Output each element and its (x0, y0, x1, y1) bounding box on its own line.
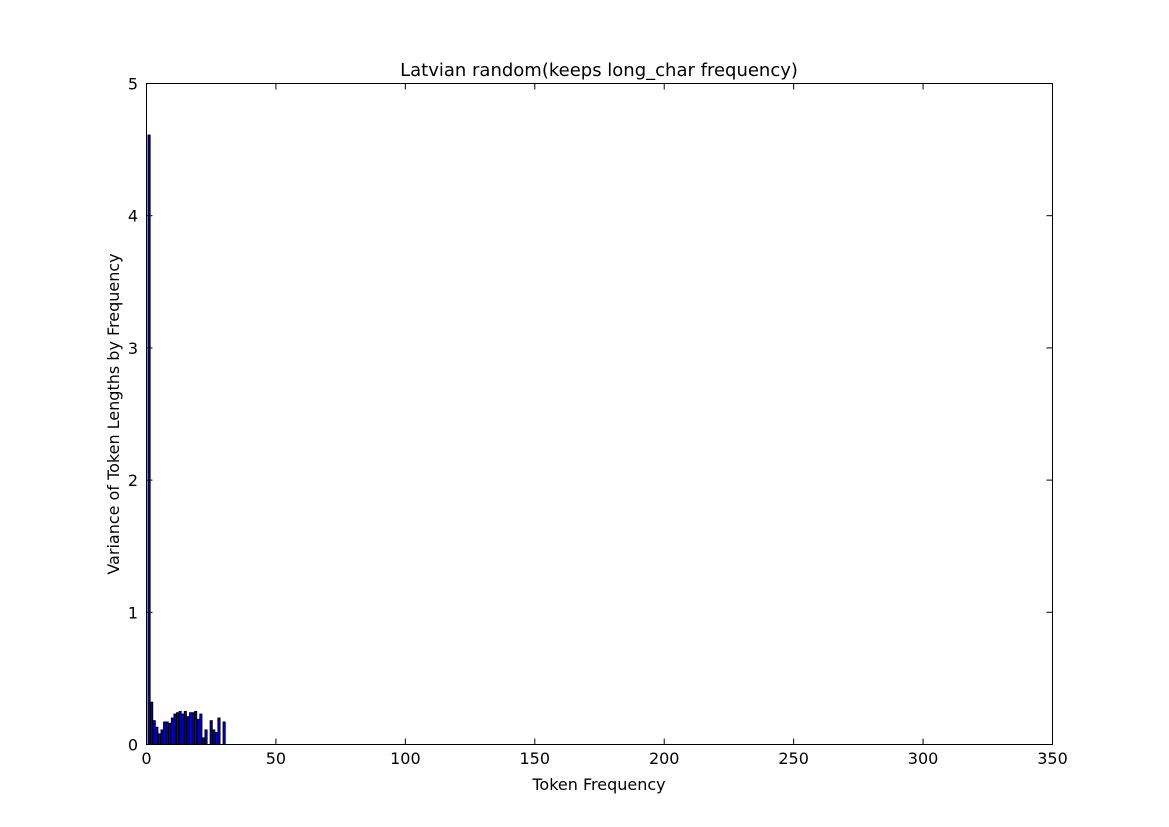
bar (196, 718, 200, 746)
bar (214, 732, 218, 745)
bar (178, 710, 182, 746)
bar (150, 701, 154, 745)
bar (165, 721, 169, 746)
bar (181, 713, 185, 745)
ticks-layer: 0 50 100 150 200 250 300 350 0 1 2 3 4 5 (128, 75, 1068, 769)
bar (168, 722, 172, 746)
bar (176, 712, 180, 745)
bar (191, 712, 195, 745)
bars-layer (147, 134, 226, 746)
x-tick-label: 300 (908, 749, 939, 768)
chart-title: Latvian random(keeps long_char frequency… (400, 60, 798, 81)
y-tick-label: 3 (128, 339, 138, 358)
y-tick-label: 0 (128, 736, 138, 755)
bar (204, 729, 208, 746)
x-tick-label: 250 (778, 749, 809, 768)
bar (183, 710, 187, 746)
x-tick-label: 150 (520, 749, 551, 768)
bar (163, 721, 167, 746)
x-axis-label: Token Frequency (531, 775, 665, 794)
y-axis-label: Variance of Token Lengths by Frequency (104, 253, 123, 574)
y-tick-label: 4 (128, 207, 138, 226)
x-tick-label: 200 (649, 749, 680, 768)
bar (188, 712, 193, 745)
bar (160, 729, 164, 746)
bar (147, 134, 151, 746)
y-tick-label: 5 (128, 75, 138, 94)
bar (212, 729, 216, 746)
bar (170, 717, 174, 745)
y-tick-label: 2 (128, 471, 138, 490)
bar (173, 713, 177, 745)
bar (152, 720, 156, 745)
bar (155, 726, 159, 746)
x-tick-label: 350 (1037, 749, 1068, 768)
bar (209, 720, 213, 745)
bar (201, 737, 205, 746)
bar (199, 713, 203, 745)
bar (186, 716, 190, 745)
plot-area-frame (146, 83, 1053, 745)
bar (222, 721, 226, 746)
x-tick-label: 50 (266, 749, 286, 768)
y-tick-label: 1 (128, 603, 138, 622)
x-tick-label: 100 (390, 749, 421, 768)
bar (217, 717, 221, 745)
x-tick-label: 0 (141, 749, 151, 768)
bar (194, 710, 198, 746)
bar (157, 733, 161, 746)
